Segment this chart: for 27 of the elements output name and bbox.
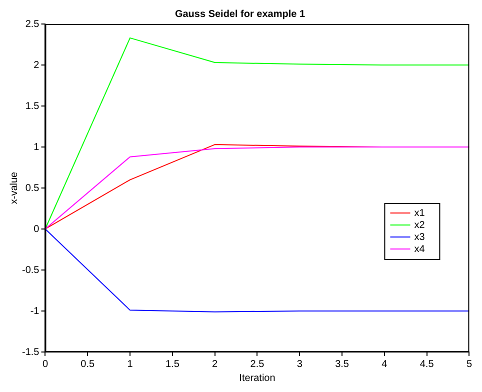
y-tick-label: -1.5 (22, 346, 40, 358)
y-tick-label: 0 (34, 224, 40, 235)
x-tick-label: 4.5 (420, 358, 434, 370)
y-tick-label: 2.5 (25, 18, 40, 30)
x-tick-label: 2 (212, 358, 218, 370)
x-tick-label: 1 (127, 358, 134, 370)
x-tick-label: 1.5 (165, 358, 180, 370)
y-tick-label: -1 (30, 306, 40, 317)
x-tick-label: 0.5 (80, 358, 96, 370)
x-tick-label: 5 (466, 358, 472, 370)
chart-title: Gauss Seidel for example 1 (174, 8, 306, 20)
x-axis-title: Iteration (239, 372, 276, 384)
legend-label: x3 (414, 232, 426, 243)
legend-label: x2 (414, 220, 426, 231)
y-axis-title: x-value (8, 171, 20, 204)
y-tick-label: 0.5 (25, 182, 40, 194)
x-tick-label: 2.5 (250, 358, 265, 370)
y-tick-label: 1 (34, 142, 40, 153)
y-tick-label: -0.5 (22, 264, 40, 276)
legend-label: x1 (414, 208, 426, 219)
x-tick-label: 0 (42, 358, 48, 370)
y-tick-label: 1.5 (25, 100, 40, 112)
y-tick-label: 2 (34, 60, 40, 71)
x-tick-label: 4 (382, 358, 388, 370)
legend-label: x4 (414, 244, 426, 255)
x-tick-label: 3.5 (335, 358, 350, 370)
x-tick-label: 3 (296, 358, 303, 370)
